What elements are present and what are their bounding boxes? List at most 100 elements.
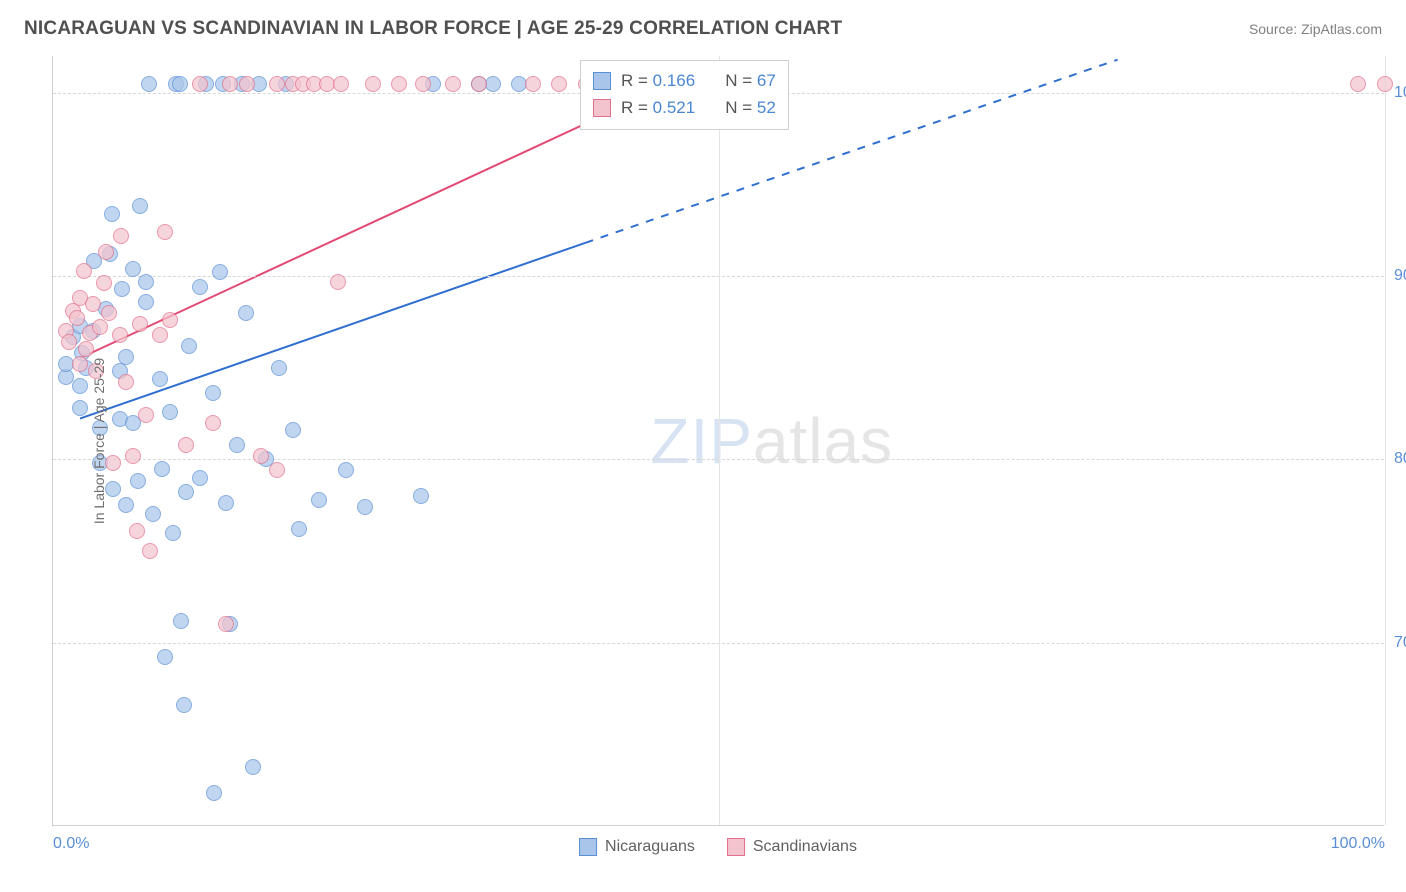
data-point	[269, 462, 285, 478]
y-tick-label: 100.0%	[1394, 84, 1406, 102]
data-point	[61, 334, 77, 350]
data-point	[165, 525, 181, 541]
legend-swatch	[579, 838, 597, 856]
data-point	[333, 76, 349, 92]
data-point	[114, 281, 130, 297]
data-point	[413, 488, 429, 504]
stat-r: R = 0.521	[621, 94, 695, 121]
data-point	[218, 616, 234, 632]
data-point	[176, 697, 192, 713]
data-point	[218, 495, 234, 511]
data-point	[85, 296, 101, 312]
data-point	[253, 448, 269, 464]
data-point	[157, 224, 173, 240]
data-point	[212, 264, 228, 280]
data-point	[72, 400, 88, 416]
data-point	[271, 360, 287, 376]
data-point	[357, 499, 373, 515]
data-point	[138, 274, 154, 290]
data-point	[192, 76, 208, 92]
data-point	[1377, 76, 1393, 92]
data-point	[152, 371, 168, 387]
data-point	[118, 349, 134, 365]
data-point	[142, 543, 158, 559]
data-point	[222, 76, 238, 92]
data-point	[98, 244, 114, 260]
data-point	[291, 521, 307, 537]
data-point	[471, 76, 487, 92]
data-point	[391, 76, 407, 92]
data-point	[92, 319, 108, 335]
y-tick-label: 70.0%	[1394, 634, 1406, 652]
data-point	[229, 437, 245, 453]
legend-swatch	[593, 72, 611, 90]
plot-region: ZIPatlas 70.0%80.0%90.0%100.0%0.0%100.0%	[52, 56, 1384, 826]
data-point	[181, 338, 197, 354]
bottom-legend: Nicaraguans Scandinavians	[579, 838, 857, 856]
data-point	[338, 462, 354, 478]
data-point	[130, 473, 146, 489]
data-point	[154, 461, 170, 477]
legend-label: Scandinavians	[753, 838, 857, 856]
data-point	[285, 422, 301, 438]
data-point	[245, 759, 261, 775]
data-point	[239, 76, 255, 92]
data-point	[69, 310, 85, 326]
stat-r: R = 0.166	[621, 67, 695, 94]
data-point	[118, 497, 134, 513]
data-point	[311, 492, 327, 508]
correlation-stats-box: R = 0.166 N = 67R = 0.521N = 52	[580, 60, 789, 130]
y-axis-label: In Labor Force | Age 25-29	[91, 358, 107, 524]
data-point	[365, 76, 381, 92]
data-point	[173, 613, 189, 629]
data-point	[1350, 76, 1366, 92]
data-point	[205, 415, 221, 431]
stats-row: R = 0.166 N = 67	[593, 67, 776, 94]
legend-item: Scandinavians	[727, 838, 857, 856]
data-point	[205, 385, 221, 401]
watermark: ZIPatlas	[650, 404, 893, 478]
data-point	[172, 76, 188, 92]
data-point	[330, 274, 346, 290]
data-point	[145, 506, 161, 522]
data-point	[238, 305, 254, 321]
data-point	[141, 76, 157, 92]
data-point	[192, 279, 208, 295]
x-tick-label: 0.0%	[53, 835, 89, 853]
chart-area: ZIPatlas 70.0%80.0%90.0%100.0%0.0%100.0%…	[52, 56, 1384, 826]
data-point	[105, 481, 121, 497]
chart-title: NICARAGUAN VS SCANDINAVIAN IN LABOR FORC…	[24, 18, 842, 40]
data-point	[551, 76, 567, 92]
stats-row: R = 0.521N = 52	[593, 94, 776, 121]
data-point	[269, 76, 285, 92]
data-point	[118, 374, 134, 390]
data-point	[104, 206, 120, 222]
legend-swatch	[593, 99, 611, 117]
data-point	[157, 649, 173, 665]
data-point	[525, 76, 541, 92]
data-point	[162, 404, 178, 420]
legend-item: Nicaraguans	[579, 838, 695, 856]
data-point	[206, 785, 222, 801]
source-label: Source: ZipAtlas.com	[1249, 21, 1382, 37]
legend-swatch	[727, 838, 745, 856]
stat-n: N = 67	[725, 67, 776, 94]
data-point	[129, 523, 145, 539]
data-point	[138, 294, 154, 310]
data-point	[162, 312, 178, 328]
data-point	[96, 275, 112, 291]
y-tick-label: 90.0%	[1394, 267, 1406, 285]
data-point	[125, 448, 141, 464]
data-point	[445, 76, 461, 92]
data-point	[125, 261, 141, 277]
data-point	[415, 76, 431, 92]
grid-v	[719, 56, 720, 825]
data-point	[72, 356, 88, 372]
data-point	[76, 263, 92, 279]
data-point	[138, 407, 154, 423]
data-point	[78, 341, 94, 357]
data-point	[192, 470, 208, 486]
data-point	[105, 455, 121, 471]
y-tick-label: 80.0%	[1394, 450, 1406, 468]
data-point	[101, 305, 117, 321]
